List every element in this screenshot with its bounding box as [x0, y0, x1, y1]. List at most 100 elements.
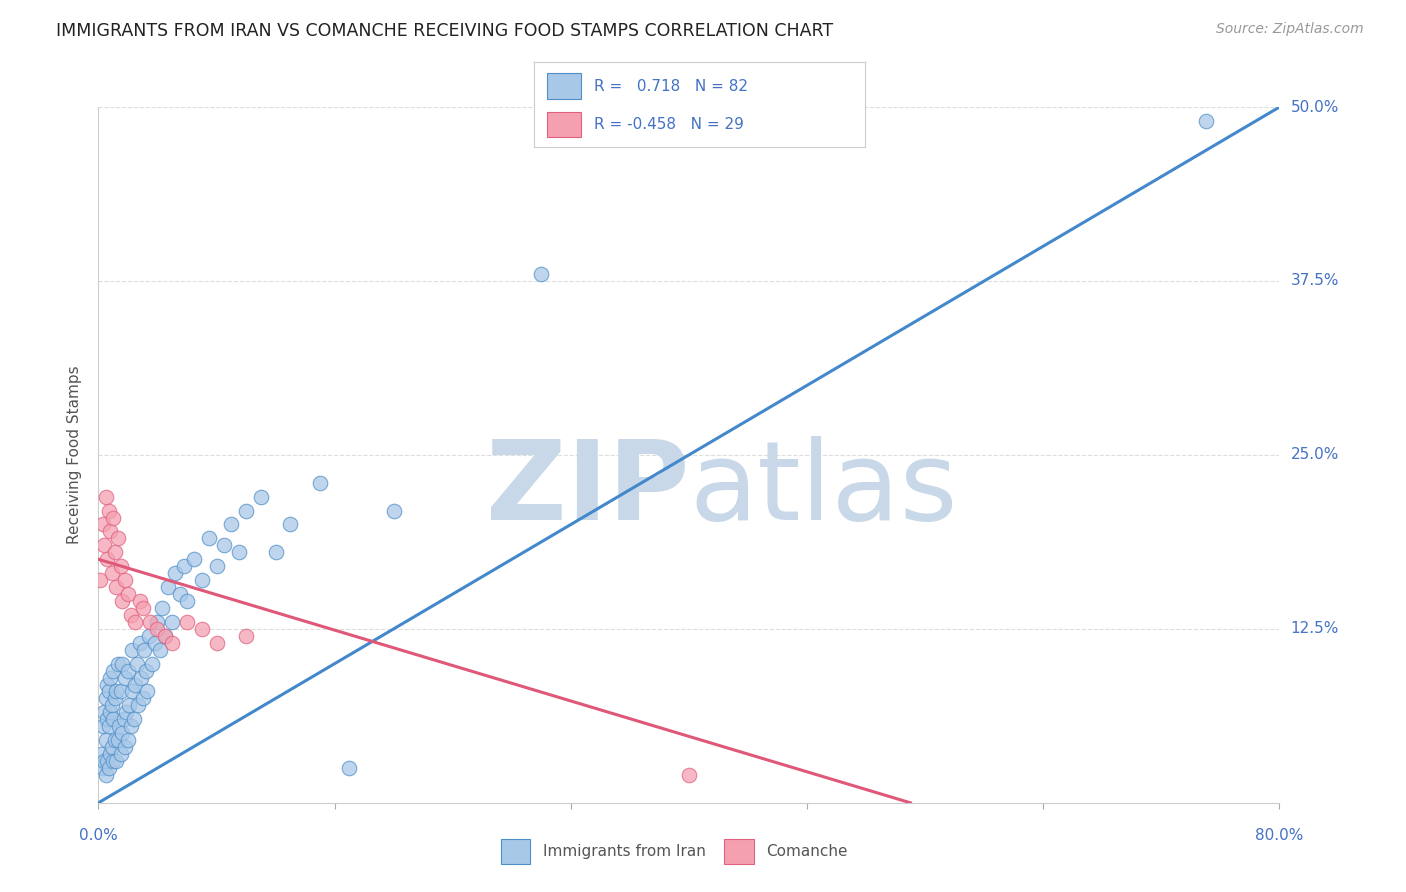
Point — [122, 712, 145, 726]
Text: 25.0%: 25.0% — [1291, 448, 1339, 462]
Point — [198, 532, 221, 546]
Text: 0.0%: 0.0% — [79, 828, 118, 843]
Point — [94, 768, 117, 782]
Point — [121, 642, 143, 657]
Point — [104, 545, 127, 559]
Point — [235, 503, 257, 517]
Point — [117, 733, 139, 747]
Point — [678, 768, 700, 782]
Point — [91, 719, 114, 733]
Point — [205, 559, 228, 574]
Text: R =   0.718   N = 82: R = 0.718 N = 82 — [593, 78, 748, 94]
Text: Source: ZipAtlas.com: Source: ZipAtlas.com — [1216, 22, 1364, 37]
Text: R = -0.458   N = 29: R = -0.458 N = 29 — [593, 117, 744, 132]
Y-axis label: Receiving Food Stamps: Receiving Food Stamps — [67, 366, 83, 544]
Point — [183, 552, 205, 566]
Text: 12.5%: 12.5% — [1291, 622, 1339, 636]
Point — [382, 503, 405, 517]
Point — [176, 594, 198, 608]
Point — [96, 677, 118, 691]
Point — [146, 615, 169, 629]
Point — [124, 615, 146, 629]
Point — [120, 719, 142, 733]
Point — [114, 671, 136, 685]
Point — [141, 657, 163, 671]
Point — [153, 629, 176, 643]
Point — [150, 601, 173, 615]
Text: atlas: atlas — [689, 436, 957, 543]
Point — [1195, 114, 1218, 128]
Point — [219, 517, 242, 532]
Point — [100, 740, 122, 755]
Point — [98, 706, 121, 720]
Point — [91, 761, 114, 775]
Point — [117, 587, 139, 601]
Text: IMMIGRANTS FROM IRAN VS COMANCHE RECEIVING FOOD STAMPS CORRELATION CHART: IMMIGRANTS FROM IRAN VS COMANCHE RECEIVI… — [56, 22, 834, 40]
Point — [111, 726, 134, 740]
Point — [103, 754, 125, 768]
Point — [128, 594, 150, 608]
Point — [104, 691, 127, 706]
Bar — [547, 112, 581, 137]
Text: 37.5%: 37.5% — [1291, 274, 1339, 288]
Point — [110, 747, 132, 761]
Point — [156, 580, 179, 594]
Bar — [501, 839, 530, 863]
Point — [93, 754, 115, 768]
Point — [111, 657, 134, 671]
Point — [96, 712, 118, 726]
Point — [125, 657, 148, 671]
Point — [127, 698, 149, 713]
Point — [96, 552, 118, 566]
Point — [94, 691, 117, 706]
Point — [103, 664, 125, 678]
Point — [98, 524, 121, 539]
Point — [169, 587, 191, 601]
Point — [105, 580, 128, 594]
Point — [132, 691, 155, 706]
Text: 50.0%: 50.0% — [1291, 100, 1339, 114]
Point — [93, 706, 115, 720]
Point — [89, 573, 111, 587]
Point — [93, 538, 115, 552]
Point — [212, 538, 235, 552]
Point — [96, 754, 118, 768]
Point — [165, 566, 187, 581]
Point — [278, 517, 302, 532]
Point — [235, 629, 257, 643]
Point — [128, 636, 150, 650]
Point — [120, 607, 142, 622]
Point — [173, 559, 195, 574]
Point — [114, 740, 136, 755]
Point — [146, 622, 169, 636]
Point — [97, 761, 120, 775]
Point — [105, 754, 128, 768]
Point — [115, 706, 138, 720]
Bar — [547, 73, 581, 99]
Point — [108, 719, 131, 733]
Point — [107, 532, 129, 546]
Point — [134, 642, 156, 657]
Point — [135, 664, 157, 678]
Point — [191, 573, 214, 587]
Point — [191, 622, 214, 636]
Point — [91, 517, 114, 532]
Point — [107, 657, 129, 671]
Point — [132, 601, 155, 615]
Point — [110, 559, 132, 574]
Point — [250, 490, 273, 504]
Point — [337, 761, 360, 775]
Point — [117, 664, 139, 678]
Point — [97, 684, 120, 698]
Point — [105, 684, 128, 698]
Point — [124, 677, 146, 691]
Point — [97, 503, 120, 517]
Point — [103, 510, 125, 524]
Text: Comanche: Comanche — [766, 844, 848, 859]
Text: ZIP: ZIP — [485, 436, 689, 543]
Point — [118, 698, 141, 713]
Point — [100, 566, 122, 581]
Point — [162, 636, 183, 650]
Point — [153, 629, 176, 643]
Bar — [724, 839, 754, 863]
